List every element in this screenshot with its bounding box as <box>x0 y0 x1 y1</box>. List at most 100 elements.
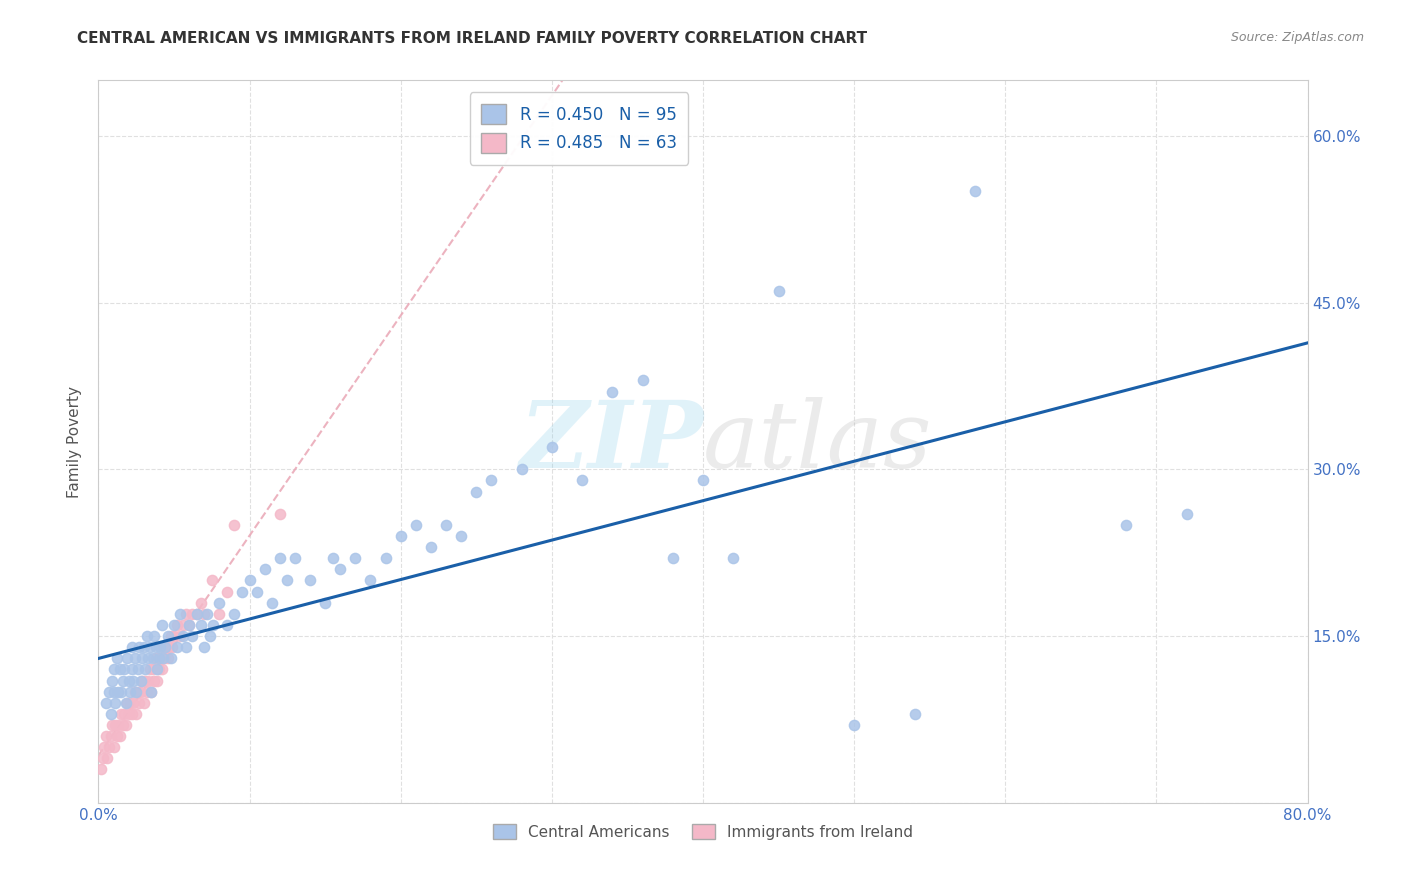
Point <box>122 696 145 710</box>
Point <box>143 673 166 688</box>
Point <box>156 629 179 643</box>
Point <box>105 651 128 665</box>
Point <box>465 484 488 499</box>
Point <box>124 651 146 665</box>
Point <box>231 584 253 599</box>
Point <box>111 718 134 732</box>
Point <box>142 651 165 665</box>
Point <box>181 607 204 621</box>
Point <box>98 740 121 755</box>
Point <box>103 684 125 698</box>
Point <box>139 640 162 655</box>
Point <box>179 618 201 632</box>
Point <box>965 185 987 199</box>
Point <box>344 551 367 566</box>
Text: CENTRAL AMERICAN VS IMMIGRANTS FROM IRELAND FAMILY POVERTY CORRELATION CHART: CENTRAL AMERICAN VS IMMIGRANTS FROM IREL… <box>77 31 868 46</box>
Point <box>104 696 127 710</box>
Point <box>136 651 159 665</box>
Point <box>101 673 124 688</box>
Point <box>128 640 150 655</box>
Point <box>148 662 170 676</box>
Point <box>128 696 150 710</box>
Point <box>146 662 169 676</box>
Point <box>193 607 215 621</box>
Point <box>450 529 472 543</box>
Point <box>215 618 238 632</box>
Point <box>262 596 284 610</box>
Point <box>723 551 745 566</box>
Y-axis label: Family Poverty: Family Poverty <box>67 385 83 498</box>
Point <box>571 474 593 488</box>
Point <box>160 629 183 643</box>
Point <box>111 673 134 688</box>
Point <box>135 629 157 643</box>
Point <box>540 440 562 454</box>
Point <box>169 607 191 621</box>
Point <box>420 540 443 554</box>
Point <box>141 684 163 698</box>
Point <box>239 574 262 588</box>
Point <box>389 529 412 543</box>
Legend: Central Americans, Immigrants from Ireland: Central Americans, Immigrants from Irela… <box>485 816 921 847</box>
Point <box>152 640 174 655</box>
Point <box>141 684 163 698</box>
Point <box>200 629 222 643</box>
Point <box>129 684 152 698</box>
Point <box>149 651 172 665</box>
Point <box>127 662 149 676</box>
Point <box>1115 517 1137 532</box>
Point <box>661 551 683 566</box>
Point <box>149 640 172 655</box>
Point <box>105 729 128 743</box>
Point <box>246 584 269 599</box>
Point <box>134 662 156 676</box>
Point <box>692 474 714 488</box>
Point <box>145 651 167 665</box>
Point <box>631 373 654 387</box>
Point <box>121 706 143 721</box>
Point <box>299 574 322 588</box>
Point <box>115 696 138 710</box>
Point <box>124 684 146 698</box>
Point <box>190 596 212 610</box>
Point <box>208 596 231 610</box>
Point <box>122 673 145 688</box>
Point <box>112 706 135 721</box>
Point <box>118 706 141 721</box>
Point <box>127 684 149 698</box>
Point <box>186 607 208 621</box>
Point <box>163 629 186 643</box>
Point <box>434 517 457 532</box>
Point <box>136 673 159 688</box>
Point <box>179 618 201 632</box>
Text: ZIP: ZIP <box>519 397 703 486</box>
Point <box>120 684 142 698</box>
Point <box>269 551 291 566</box>
Point <box>153 651 176 665</box>
Point <box>360 574 382 588</box>
Point <box>844 718 866 732</box>
Point <box>145 640 167 655</box>
Point <box>172 618 194 632</box>
Text: atlas: atlas <box>703 397 932 486</box>
Point <box>115 651 138 665</box>
Point <box>100 729 122 743</box>
Point <box>104 718 127 732</box>
Point <box>276 574 298 588</box>
Point <box>329 562 352 576</box>
Point <box>139 662 162 676</box>
Point <box>125 684 148 698</box>
Point <box>118 673 141 688</box>
Point <box>314 596 336 610</box>
Point <box>153 640 176 655</box>
Point <box>160 651 183 665</box>
Point <box>110 684 132 698</box>
Point <box>174 640 197 655</box>
Point <box>96 751 118 765</box>
Point <box>155 640 177 655</box>
Point <box>193 640 215 655</box>
Point <box>100 706 122 721</box>
Point <box>174 607 197 621</box>
Point <box>108 662 131 676</box>
Point <box>481 474 503 488</box>
